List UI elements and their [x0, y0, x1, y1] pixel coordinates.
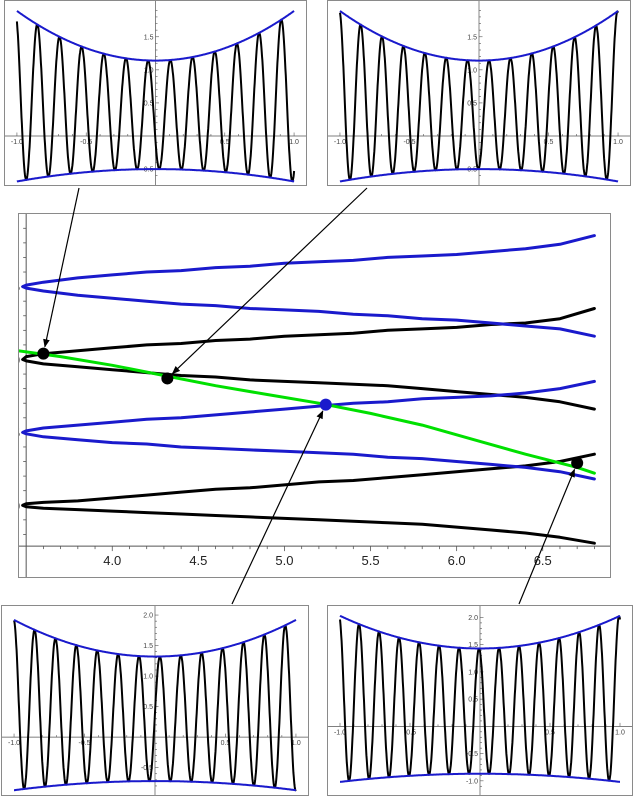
- main-black-point: [571, 456, 584, 469]
- inset-top-right-oscillation-line: [339, 10, 619, 181]
- inset-top-right-plot: -1.0 -0.5 0.5 1.0-0.50.51.01.5: [328, 1, 630, 185]
- inset-top-left-panel: -1.0 -0.5 0.5 1.0 -0.5 0.5 1.0 1.5: [4, 0, 307, 186]
- inset-bottom-left-y-tick-label: 1.0: [143, 674, 153, 681]
- inset-bottom-right-y-tick-label: -1.0: [466, 778, 478, 785]
- main-black-point: [161, 372, 174, 385]
- inset-bottom-left-y-tick-label: 2.0: [143, 613, 153, 620]
- main-black-point: [37, 347, 50, 360]
- inset-top-left-upper-envelope-line: [16, 10, 295, 62]
- inset-top-left-plot: -1.0 -0.5 0.5 1.0-0.50.51.01.5: [5, 1, 306, 185]
- main-y-tick-label: 6.0: [19, 498, 20, 513]
- inset-bottom-right-lower-envelope-line: [339, 772, 621, 783]
- inset-top-left-lower-envelope-line: [16, 168, 295, 183]
- inset-bottom-right-y-tick-label: 0.5: [468, 697, 478, 704]
- inset-bottom-right-y-tick-label: 1.0: [468, 669, 478, 676]
- inset-top-right-y-tick-label: 1.5: [467, 34, 477, 41]
- main-y-tick-label: 6.5: [19, 425, 20, 440]
- main-series-black-line: [21, 307, 596, 411]
- inset-bottom-left-x-tick-label: 0.5: [221, 740, 231, 747]
- main-x-tick-label: 5.5: [362, 553, 380, 568]
- main-x-tick-label: 6.5: [534, 553, 552, 568]
- inset-bottom-right-panel: -1.0 -0.5 0.5 1.0 -1.0 -0.5 0.5 1.0 1.5 2.0: [327, 605, 633, 796]
- inset-top-right-x-tick-label: 1.0: [613, 139, 623, 146]
- inset-top-right-x-tick-label: -0.5: [403, 139, 415, 146]
- main-x-tick-label: 4.5: [189, 553, 207, 568]
- main-y-tick-label: 7.0: [19, 352, 20, 367]
- inset-bottom-right-plot: -1.0 -0.5 0.5 1.0-1.0-0.50.51.01.52.0: [328, 606, 632, 795]
- inset-top-right-x-tick-label: 0.5: [544, 139, 554, 146]
- inset-top-left-x-tick-label: 1.0: [289, 139, 299, 146]
- inset-bottom-left-panel: -1.0 -0.5 0.5 1.0 -0.5 0.5 1.0 1.5 2.0: [1, 605, 309, 796]
- inset-top-right-upper-envelope-line: [339, 10, 619, 62]
- inset-bottom-left-upper-envelope-line: [13, 619, 297, 658]
- inset-bottom-left-y-tick-label: 0.5: [143, 704, 153, 711]
- inset-top-right-x-tick-label: -1.0: [334, 139, 346, 146]
- inset-top-left-y-tick-label: 1.5: [144, 34, 154, 41]
- inset-top-left-x-tick-label: -1.0: [11, 139, 23, 146]
- main-blue-point: [319, 398, 332, 411]
- inset-bottom-right-x-tick-label: -0.5: [404, 729, 416, 736]
- inset-bottom-left-oscillation-line: [13, 620, 297, 792]
- main-series-blue-line: [21, 379, 596, 481]
- inset-bottom-left-x-tick-label: 1.0: [291, 740, 301, 747]
- inset-bottom-left-y-tick-label: 1.5: [143, 643, 153, 650]
- main-series-blue-line: [21, 234, 596, 338]
- main-x-tick-label: 4.0: [103, 553, 121, 568]
- inset-bottom-left-lower-envelope-line: [14, 780, 296, 792]
- inset-bottom-right-x-tick-label: -1.0: [334, 729, 346, 736]
- main-plot: 4.0 4.5 5.0 5.5 6.0 6.5 6.0 6.5 7.0 7.5: [19, 214, 610, 577]
- inset-bottom-left-x-tick-label: -0.5: [78, 740, 90, 747]
- inset-bottom-right-y-tick-label: 2.0: [468, 615, 478, 622]
- main-plot-panel: 4.0 4.5 5.0 5.5 6.0 6.5 6.0 6.5 7.0 7.5: [18, 213, 611, 578]
- main-x-tick-label: 5.0: [275, 553, 293, 568]
- main-x-tick-label: 6.0: [448, 553, 466, 568]
- inset-top-left-x-tick-label: -0.5: [80, 139, 92, 146]
- inset-top-left-y-tick-label: 1.0: [144, 67, 154, 74]
- inset-bottom-right-y-tick-label: 1.5: [468, 642, 478, 649]
- inset-top-right-y-tick-label: 1.0: [467, 67, 477, 74]
- inset-bottom-left-plot: -1.0 -0.5 0.5 1.0-0.50.51.01.52.0: [2, 606, 308, 795]
- inset-top-right-panel: -1.0 -0.5 0.5 1.0 -0.5 0.5 1.0 1.5: [327, 0, 631, 186]
- inset-top-left-y-tick-label: 0.5: [144, 100, 154, 107]
- inset-bottom-right-x-tick-label: 0.5: [545, 729, 555, 736]
- inset-bottom-right-x-tick-label: 1.0: [615, 729, 625, 736]
- main-y-tick-label: 7.5: [19, 280, 20, 295]
- main-series-green-line: [19, 349, 596, 475]
- inset-bottom-right-oscillation-line: [339, 615, 621, 782]
- inset-top-right-lower-envelope-line: [339, 168, 619, 183]
- inset-bottom-right-upper-envelope-line: [339, 614, 621, 650]
- main-series-black-line: [21, 452, 596, 545]
- inset-bottom-left-x-tick-label: -1.0: [8, 740, 20, 747]
- inset-top-left-x-tick-label: 0.5: [220, 139, 230, 146]
